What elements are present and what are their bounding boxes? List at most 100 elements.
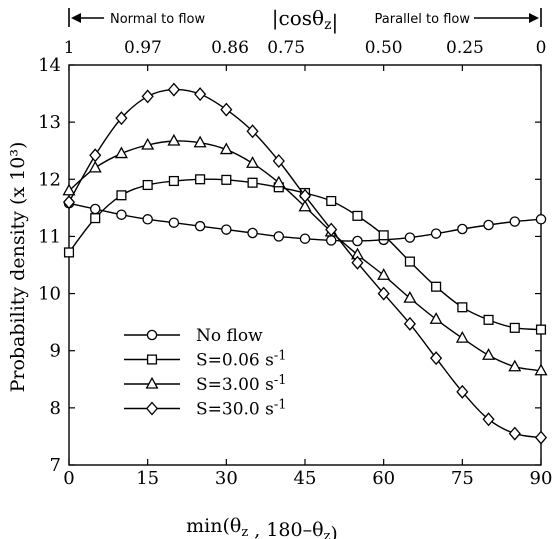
data-point (430, 351, 443, 366)
series-line (68, 88, 542, 439)
data-point (168, 175, 179, 187)
normal-to-flow-label: Normal to flow (110, 12, 205, 27)
data-point (116, 209, 127, 220)
data-point (535, 324, 547, 335)
data-point (220, 102, 233, 117)
top-tick-label: 0.86 (211, 38, 249, 58)
top-tick-label: 1 (64, 38, 75, 58)
data-point (534, 363, 548, 376)
data-point (431, 281, 442, 292)
data-point (88, 160, 102, 173)
top-axis-label: |cosθz| (272, 6, 338, 35)
y-tick-label: 12 (38, 169, 61, 190)
data-point (247, 227, 258, 239)
parallel-to-flow-label: Parallel to flow (375, 12, 471, 27)
x-tick-label: 30 (215, 468, 238, 489)
data-point (167, 82, 180, 97)
x-tick-label: 75 (451, 468, 474, 489)
y-tick-label: 13 (38, 112, 61, 133)
series-triangle (62, 133, 548, 376)
data-point (404, 256, 415, 267)
series-line (68, 140, 542, 372)
data-point (483, 314, 494, 325)
y-tick-label: 8 (50, 398, 61, 419)
series-layer (62, 82, 548, 445)
data-point (193, 135, 207, 148)
y-tick-label: 11 (38, 226, 61, 247)
x-tick-label: 60 (372, 468, 395, 489)
data-point (325, 222, 338, 237)
x-tick-label: 45 (294, 468, 317, 489)
data-point (509, 216, 521, 227)
y-tick-label: 9 (50, 341, 61, 362)
data-point (298, 188, 312, 203)
top-tick-label: 0 (536, 38, 547, 58)
data-point (219, 142, 233, 155)
top-tick-label: 0.25 (446, 38, 484, 58)
x-tick-label: 90 (530, 468, 553, 489)
data-point (403, 316, 416, 331)
legend-marker (145, 401, 159, 416)
data-point (325, 235, 337, 246)
data-point (535, 214, 547, 225)
data-point (456, 384, 469, 399)
data-point (89, 148, 102, 163)
data-point (457, 223, 468, 235)
data-point (430, 228, 442, 239)
x-axis-label: min(θz , 180–θz) (186, 515, 338, 539)
y-axis-label: Probability density (x 10³) (7, 142, 29, 393)
data-point (482, 412, 495, 427)
legend-label: No flow (196, 326, 263, 346)
legend-label: S=3.00 s-1 (196, 373, 287, 395)
data-point (457, 302, 468, 313)
data-point (63, 247, 75, 258)
data-point (142, 179, 153, 191)
data-point (508, 426, 521, 441)
data-point (352, 235, 363, 247)
x-tick-label: 15 (136, 468, 159, 489)
legend-marker (146, 354, 158, 365)
top-tick-label: 0.97 (124, 38, 162, 58)
data-point (221, 174, 232, 185)
normal-arrow-head (71, 13, 81, 23)
data-point (246, 156, 260, 168)
legend-item: No flow (124, 326, 263, 346)
y-tick-label: 14 (38, 55, 61, 76)
data-point (272, 154, 285, 168)
data-point (194, 87, 207, 102)
legend-label: S=30.0 s-1 (196, 398, 287, 420)
data-point (326, 195, 337, 207)
data-point (62, 195, 76, 210)
data-point (299, 233, 311, 244)
data-point (141, 137, 155, 150)
data-point (168, 217, 180, 228)
data-point (141, 89, 154, 104)
data-point (508, 359, 522, 372)
data-point (142, 214, 153, 225)
legend-item: S=30.0 s-1 (124, 398, 287, 420)
data-point (273, 231, 285, 242)
data-point (429, 312, 443, 324)
data-point (377, 268, 391, 280)
legend: No flow S=0.06 s-1S=3.00 s-1 S=30.0 s-1 (124, 326, 287, 420)
top-axis: Normal to flow Parallel to flow |cosθz| 1 0.… (64, 6, 547, 58)
data-point (194, 220, 206, 232)
top-tick-label: 0.50 (365, 38, 403, 58)
data-point (221, 224, 232, 235)
y-axis: 7 8 9 10 11 12 13 14 (38, 55, 541, 476)
data-point (62, 183, 76, 196)
data-point (298, 199, 312, 212)
data-point (167, 133, 181, 146)
data-point (404, 232, 416, 243)
data-point (455, 330, 469, 343)
data-point (272, 175, 286, 188)
data-point (116, 190, 127, 201)
data-point (246, 124, 259, 139)
data-point (351, 255, 364, 270)
data-point (509, 322, 520, 333)
data-point (114, 146, 128, 159)
data-point (378, 230, 389, 241)
legend-item: S=0.06 s-1 (124, 349, 287, 371)
legend-marker (146, 329, 158, 341)
